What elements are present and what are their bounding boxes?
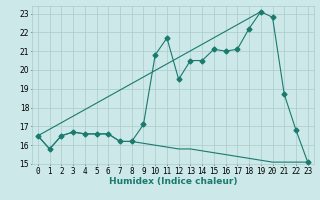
X-axis label: Humidex (Indice chaleur): Humidex (Indice chaleur) (108, 177, 237, 186)
